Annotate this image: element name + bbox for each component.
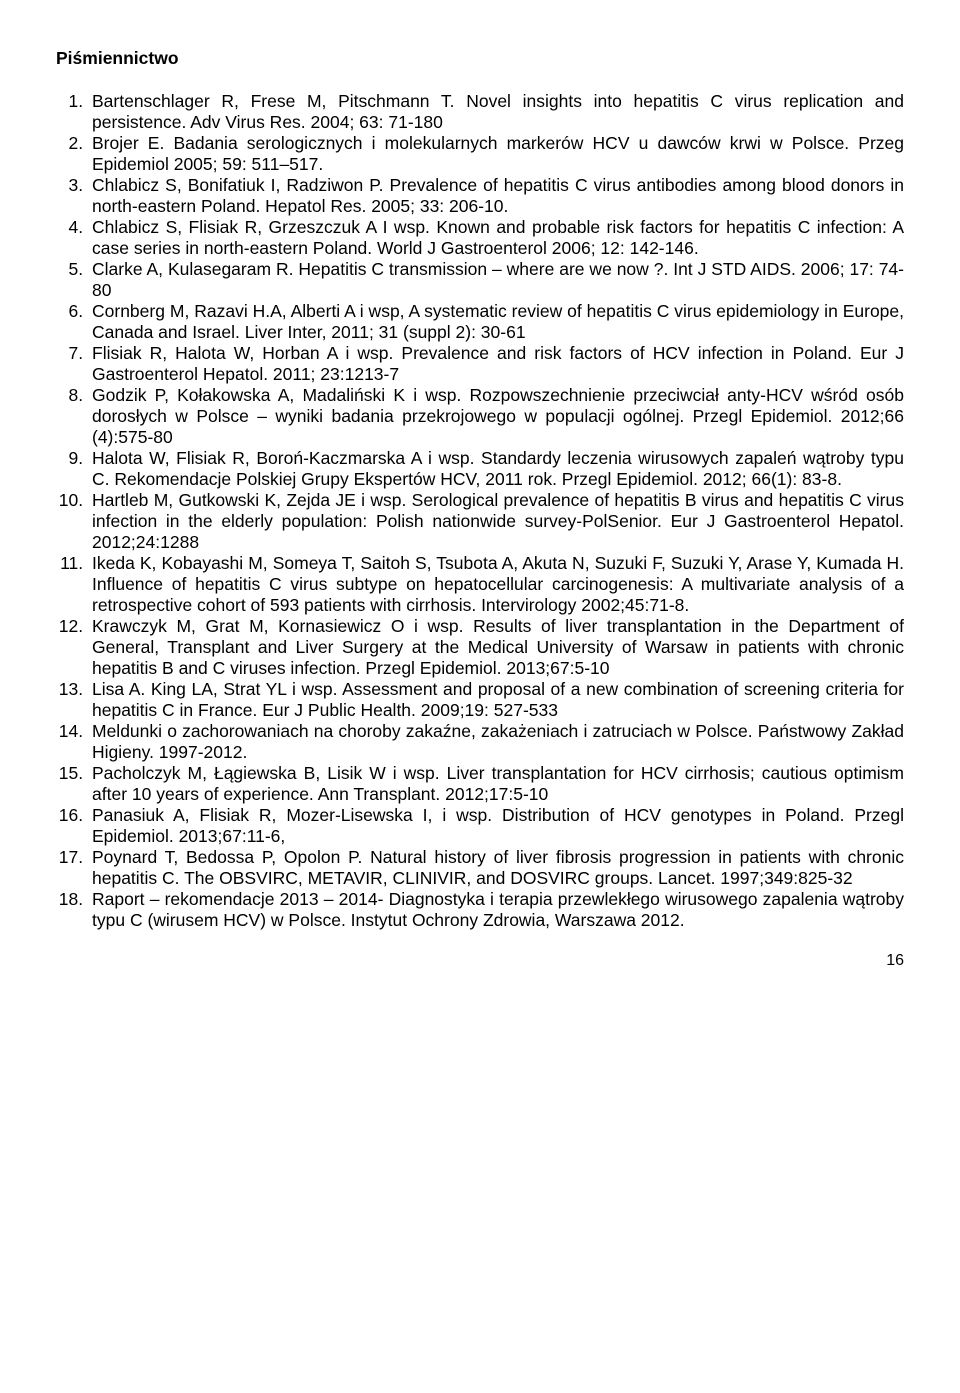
reference-item: Panasiuk A, Flisiak R, Mozer-Lisewska I,… [88,805,904,847]
reference-item: Ikeda K, Kobayashi M, Someya T, Saitoh S… [88,553,904,616]
reference-item: Lisa A. King LA, Strat YL i wsp. Assessm… [88,679,904,721]
reference-item: Godzik P, Kołakowska A, Madaliński K i w… [88,385,904,448]
reference-item: Cornberg M, Razavi H.A, Alberti A i wsp,… [88,301,904,343]
reference-item: Chlabicz S, Flisiak R, Grzeszczuk A I ws… [88,217,904,259]
reference-item: Brojer E. Badania serologicznych i molek… [88,133,904,175]
reference-list: Bartenschlager R, Frese M, Pitschmann T.… [56,91,904,931]
reference-item: Raport – rekomendacje 2013 – 2014- Diagn… [88,889,904,931]
reference-item: Halota W, Flisiak R, Boroń-Kaczmarska A … [88,448,904,490]
page-number: 16 [56,951,904,970]
reference-item: Chlabicz S, Bonifatiuk I, Radziwon P. Pr… [88,175,904,217]
reference-item: Clarke A, Kulasegaram R. Hepatitis C tra… [88,259,904,301]
reference-item: Krawczyk M, Grat M, Kornasiewicz O i wsp… [88,616,904,679]
reference-item: Poynard T, Bedossa P, Opolon P. Natural … [88,847,904,889]
reference-item: Pacholczyk M, Łągiewska B, Lisik W i wsp… [88,763,904,805]
reference-item: Flisiak R, Halota W, Horban A i wsp. Pre… [88,343,904,385]
section-heading: Piśmiennictwo [56,48,904,69]
reference-item: Bartenschlager R, Frese M, Pitschmann T.… [88,91,904,133]
reference-item: Hartleb M, Gutkowski K, Zejda JE i wsp. … [88,490,904,553]
reference-item: Meldunki o zachorowaniach na choroby zak… [88,721,904,763]
